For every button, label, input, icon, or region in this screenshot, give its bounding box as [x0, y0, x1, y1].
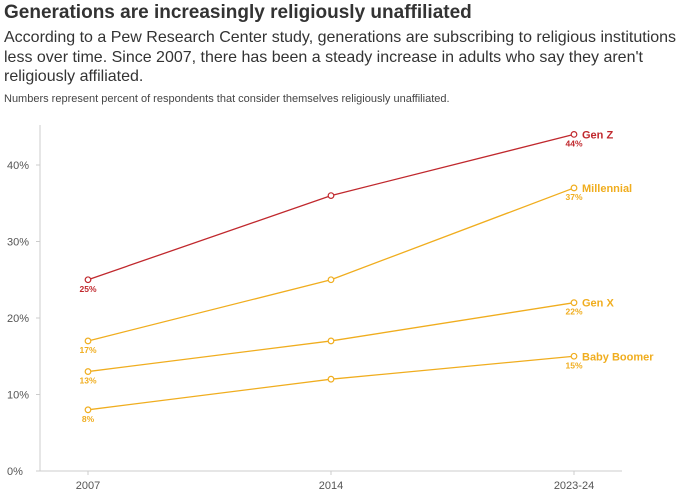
data-point — [327, 375, 335, 383]
chart-subtitle: According to a Pew Research Center study… — [4, 29, 677, 85]
data-label: 44% — [565, 138, 582, 148]
series-line-gen-z — [87, 133, 575, 281]
chart-title: Generations are increasingly religiously… — [4, 2, 472, 23]
x-tick-label: 2007 — [76, 480, 100, 492]
data-point — [570, 130, 578, 138]
data-point — [570, 184, 578, 192]
y-tick-label: 10% — [7, 390, 29, 402]
y-tick-label: 30% — [7, 237, 29, 249]
x-tick-label: 2023-24 — [554, 480, 594, 492]
data-point — [84, 276, 92, 284]
data-label: 22% — [565, 307, 582, 317]
y-tick-label: 20% — [7, 313, 29, 325]
series-line-millennial — [87, 187, 575, 342]
x-tick-label: 2014 — [319, 480, 343, 492]
data-point — [570, 299, 578, 307]
y-tick-label: 40% — [7, 160, 29, 172]
data-point — [570, 352, 578, 360]
data-label: 15% — [565, 360, 582, 370]
data-point — [327, 192, 335, 200]
data-label: 13% — [79, 376, 96, 386]
series-line-baby-boomer — [87, 355, 575, 411]
data-point — [327, 337, 335, 345]
chart-note: Numbers represent percent of respondents… — [4, 93, 450, 105]
data-point — [84, 406, 92, 414]
series-label-millennial: Millennial — [582, 183, 632, 195]
data-label: 25% — [79, 284, 96, 294]
data-point — [84, 337, 92, 345]
data-point — [84, 368, 92, 375]
series-line-gen-x — [87, 302, 575, 373]
series-label-gen-z: Gen Z — [582, 129, 613, 141]
y-tick-label: 0% — [7, 466, 23, 478]
data-label: 17% — [79, 345, 96, 355]
series-label-gen-x: Gen X — [582, 298, 614, 310]
data-label: 8% — [82, 414, 95, 424]
data-point — [327, 276, 335, 284]
series-label-baby-boomer: Baby Boomer — [582, 351, 654, 363]
data-label: 37% — [565, 192, 582, 202]
